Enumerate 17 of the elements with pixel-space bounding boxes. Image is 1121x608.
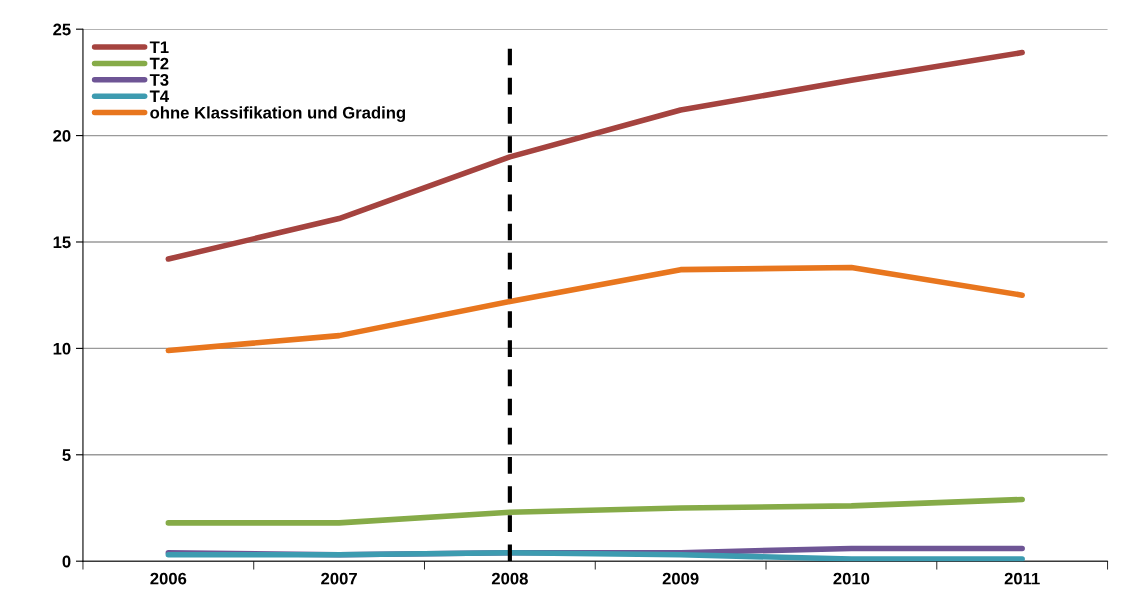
x-tick-label: 2010 — [833, 572, 870, 585]
x-tick-label: 2009 — [662, 572, 699, 585]
x-tick-label: 2008 — [491, 572, 528, 585]
legend-label: T2 — [149, 57, 169, 70]
y-tick-label: 0 — [62, 555, 71, 568]
legend-label: T4 — [149, 90, 169, 103]
x-tick-label: 2006 — [150, 572, 187, 585]
legend-label: ohne Klassifikation und Grading — [150, 106, 406, 122]
y-tick-label: 20 — [53, 129, 71, 142]
legend-label: T1 — [149, 41, 169, 53]
y-tick-label: 15 — [53, 236, 71, 249]
y-tick-label: 5 — [62, 449, 71, 461]
y-tick-label: 25 — [53, 23, 71, 36]
y-tick-label: 10 — [53, 342, 71, 355]
legend-label: T3 — [149, 74, 169, 86]
x-tick-label: 2007 — [321, 572, 357, 585]
x-tick-label: 2011 — [1004, 572, 1040, 585]
